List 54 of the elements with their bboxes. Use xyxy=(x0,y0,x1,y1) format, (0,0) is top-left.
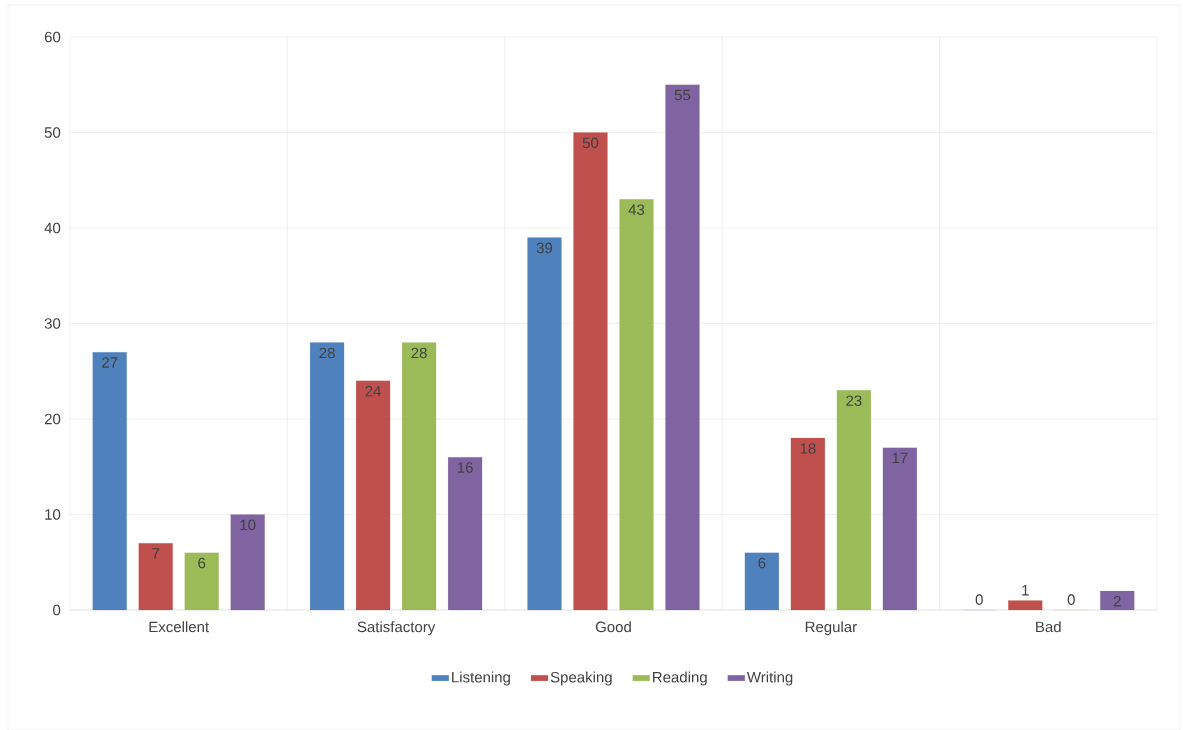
data-label: 1 xyxy=(1022,584,1029,596)
data-label: 43 xyxy=(628,204,645,215)
bar xyxy=(402,342,437,610)
y-tick-label: 50 xyxy=(44,127,61,138)
x-tick-label: Bad xyxy=(1036,621,1061,633)
data-label: 18 xyxy=(800,443,816,454)
data-label: 28 xyxy=(411,347,427,359)
data-label: 24 xyxy=(365,385,381,397)
bar xyxy=(92,352,127,610)
data-label: 6 xyxy=(198,557,206,569)
y-tick-label: 40 xyxy=(44,222,61,234)
bar xyxy=(310,342,345,610)
bar xyxy=(744,552,779,610)
data-label: 50 xyxy=(582,137,599,149)
data-label: 27 xyxy=(102,357,118,368)
bar xyxy=(836,390,871,610)
bar xyxy=(184,552,219,610)
legend-label: Writing xyxy=(746,671,793,686)
bar xyxy=(138,542,173,610)
x-tick-label: Good xyxy=(595,621,631,633)
data-label: 39 xyxy=(536,242,553,254)
y-tick-label: 0 xyxy=(53,604,61,616)
bar xyxy=(790,437,825,610)
bar xyxy=(230,514,265,610)
data-label: 16 xyxy=(457,462,473,473)
x-tick-label: Satisfactory xyxy=(357,621,436,636)
legend-label: Listening xyxy=(452,671,510,686)
y-tick-label: 20 xyxy=(44,413,61,425)
bar xyxy=(356,380,391,610)
y-tick-label: 30 xyxy=(44,318,61,329)
bar xyxy=(448,457,483,610)
bar xyxy=(665,84,700,610)
x-tick-label: Excellent xyxy=(149,621,210,633)
bar xyxy=(527,237,562,610)
legend-label: Reading xyxy=(653,671,707,686)
bar xyxy=(882,447,917,610)
data-label: 0 xyxy=(1067,594,1075,605)
bar xyxy=(1100,590,1135,610)
data-label: 7 xyxy=(152,548,160,559)
data-label: 23 xyxy=(846,395,862,406)
legend-label: Speaking xyxy=(550,671,612,686)
data-label: 0 xyxy=(975,594,983,605)
data-label: 2 xyxy=(1113,595,1121,607)
bar xyxy=(619,199,654,610)
data-label: 55 xyxy=(674,89,691,101)
data-label: 28 xyxy=(319,347,335,359)
data-label: 6 xyxy=(758,557,766,569)
data-label: 10 xyxy=(240,519,256,531)
y-tick-label: 60 xyxy=(44,31,61,43)
x-tick-label: Regular xyxy=(805,621,857,636)
bar xyxy=(1008,600,1043,610)
bar xyxy=(573,132,608,610)
data-label: 17 xyxy=(892,452,908,463)
y-tick-label: 10 xyxy=(45,509,61,520)
